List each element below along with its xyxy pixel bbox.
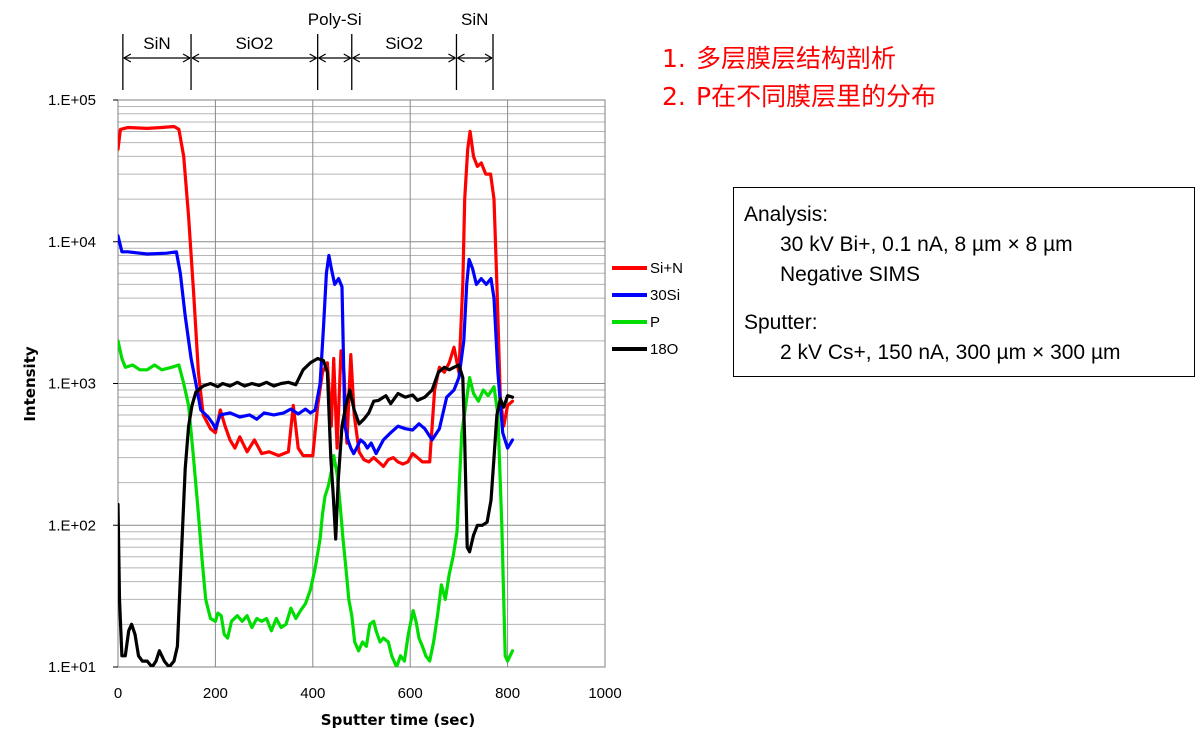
- note-item-2: 2. P在不同膜层里的分布: [662, 78, 936, 116]
- y-tick-label: 1.E+01: [48, 659, 96, 676]
- layer-annotations: SiN SiO2 Poly-Si SiO2 SiN: [122, 10, 494, 90]
- layer-label: SiO2: [235, 34, 273, 53]
- layer-arrowhead-left: [123, 53, 132, 63]
- legend-label: 18O: [650, 341, 678, 358]
- series-line-18o: [118, 356, 515, 667]
- legend: Si+N 30Si P 18O: [612, 260, 683, 358]
- x-axis-title: Sputter time (sec): [321, 711, 475, 729]
- layer-arrowhead-right: [182, 53, 191, 63]
- x-axis-ticks: 0 200 400 600 800 1000: [114, 685, 622, 702]
- y-axis-ticks: 1.E+01 1.E+02 1.E+03 1.E+04 1.E+05: [48, 92, 118, 676]
- note-item-1: 1. 多层膜层结构剖析: [662, 40, 936, 78]
- layer-arrowhead-left: [352, 53, 361, 63]
- layer-arrowhead-right: [309, 53, 317, 63]
- sputter-title: Sputter:: [744, 311, 818, 334]
- analysis-beam: 30 kV Bi+, 0.1 nA, 8 µm × 8 µm: [780, 233, 1073, 256]
- y-tick-label: 1.E+05: [48, 92, 96, 109]
- y-axis-title: Intensity: [21, 346, 39, 422]
- x-tick-label: 0: [114, 685, 122, 702]
- note-text: P在不同膜层里的分布: [696, 82, 937, 111]
- layer-label: SiN: [143, 34, 170, 53]
- layer-label: SiN: [461, 10, 488, 29]
- note-number: 1.: [662, 44, 686, 73]
- y-tick-label: 1.E+03: [48, 376, 96, 393]
- sputter-beam: 2 kV Cs+, 150 nA, 300 µm × 300 µm: [780, 341, 1121, 364]
- layer-label: SiO2: [385, 34, 423, 53]
- x-tick-label: 200: [203, 685, 228, 702]
- legend-label: 30Si: [650, 287, 680, 304]
- layer-arrowhead-left: [318, 53, 326, 63]
- x-tick-label: 600: [398, 685, 423, 702]
- layer-arrowhead-left: [191, 53, 200, 63]
- x-tick-label: 1000: [588, 685, 621, 702]
- y-tick-label: 1.E+02: [48, 517, 96, 534]
- note-text: 多层膜层结构剖析: [696, 44, 897, 73]
- x-tick-label: 400: [300, 685, 325, 702]
- analysis-mode: Negative SIMS: [780, 263, 921, 286]
- layer-arrowhead-right: [343, 53, 352, 63]
- analysis-conditions-box: Analysis: 30 kV Bi+, 0.1 nA, 8 µm × 8 µm…: [733, 187, 1195, 377]
- analysis-title: Analysis:: [744, 203, 829, 226]
- layer-arrowhead-right: [484, 53, 493, 63]
- legend-label: P: [650, 314, 660, 331]
- x-tick-label: 800: [495, 685, 520, 702]
- layer-arrowhead-left: [457, 53, 465, 63]
- series-line-30si: [118, 234, 515, 456]
- note-number: 2.: [662, 82, 686, 111]
- data-series: [118, 124, 515, 667]
- plot-grid: [118, 100, 605, 668]
- notes-list: 1. 多层膜层结构剖析 2. P在不同膜层里的分布: [662, 40, 936, 116]
- layer-arrowhead-right: [448, 53, 456, 63]
- legend-label: Si+N: [650, 260, 683, 277]
- layer-label: Poly-Si: [308, 10, 362, 29]
- y-tick-label: 1.E+04: [48, 234, 96, 251]
